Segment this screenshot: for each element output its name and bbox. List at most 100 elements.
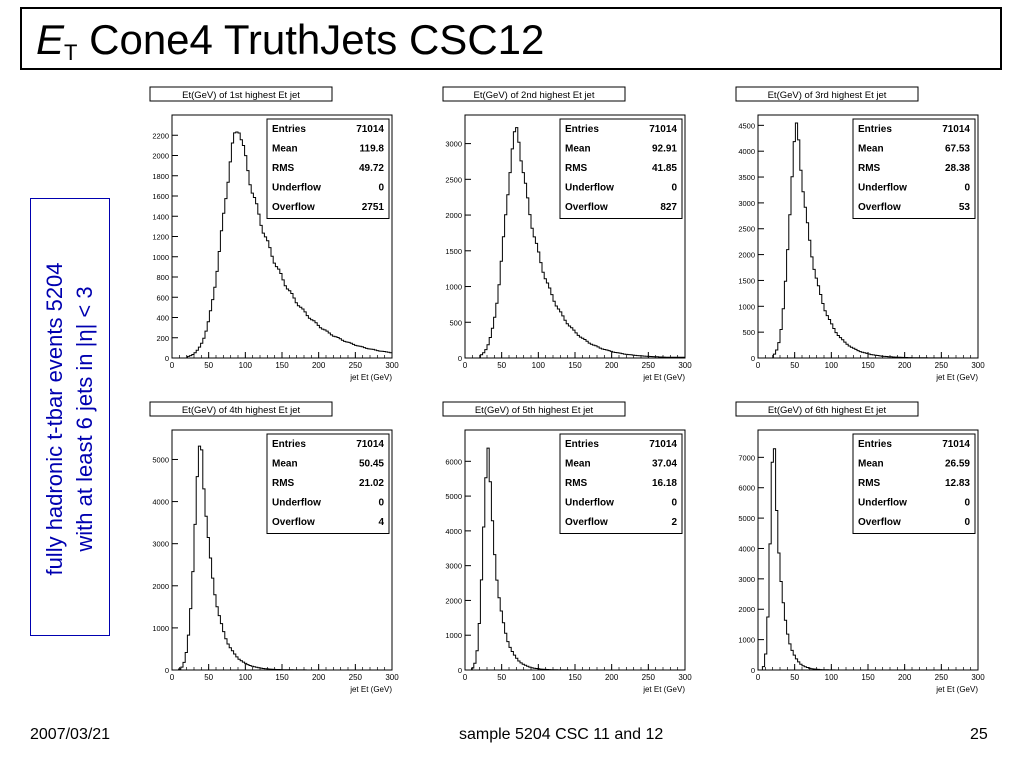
x-tick-label: 200 <box>312 673 326 682</box>
y-tick-label: 0 <box>165 666 169 675</box>
x-tick-label: 100 <box>239 361 253 370</box>
x-tick-label: 100 <box>532 673 546 682</box>
x-tick-label: 300 <box>678 673 692 682</box>
x-tick-label: 200 <box>898 673 912 682</box>
y-tick-label: 3000 <box>738 575 755 584</box>
y-tick-label: 1000 <box>445 631 462 640</box>
histogram-line <box>758 448 978 671</box>
slide-title: ET Cone4 TruthJets CSC12 <box>36 15 544 78</box>
stats-label: Entries <box>272 124 306 135</box>
x-tick-label: 100 <box>532 361 546 370</box>
title-rest: Cone4 TruthJets CSC12 <box>77 16 545 63</box>
y-tick-label: 2000 <box>152 152 169 161</box>
stats-value: 49.72 <box>359 163 384 174</box>
x-tick-label: 150 <box>275 673 289 682</box>
stats-value: 26.59 <box>945 459 970 470</box>
y-tick-label: 3000 <box>738 199 755 208</box>
stats-box <box>266 433 390 534</box>
stats-label: Mean <box>858 144 884 155</box>
x-tick-label: 300 <box>385 361 399 370</box>
y-tick-label: 4000 <box>152 498 169 507</box>
stats-label: Overflow <box>272 202 315 213</box>
y-tick-label: 2000 <box>738 605 755 614</box>
stats-label: Entries <box>272 439 306 450</box>
x-tick-label: 150 <box>861 361 875 370</box>
stats-value: 0 <box>671 183 677 194</box>
x-tick-label: 100 <box>239 673 253 682</box>
x-tick-label: 200 <box>605 361 619 370</box>
x-tick-label: 50 <box>790 673 799 682</box>
x-axis-label: jet Et (GeV) <box>935 373 978 382</box>
stats-value: 71014 <box>356 124 384 135</box>
y-tick-label: 1000 <box>152 253 169 262</box>
panel-title: Et(GeV) of 1st highest Et jet <box>182 90 300 101</box>
stats-label: Underflow <box>565 498 614 509</box>
x-axis-label: jet Et (GeV) <box>349 685 392 694</box>
histogram-panel-2: Et(GeV) of 2nd highest Et jet 0 50 100 150 20… <box>442 86 692 382</box>
stats-label: Mean <box>565 459 591 470</box>
x-tick-label: 300 <box>385 673 399 682</box>
stats-value: 37.04 <box>652 459 677 470</box>
y-tick-label: 0 <box>751 354 755 363</box>
x-tick-label: 0 <box>756 361 761 370</box>
y-tick-label: 1000 <box>738 636 755 645</box>
y-tick-label: 2200 <box>152 131 169 140</box>
y-tick-label: 6000 <box>445 457 462 466</box>
y-tick-label: 5000 <box>445 492 462 501</box>
y-tick-label: 4000 <box>445 527 462 536</box>
histogram-line <box>465 127 685 359</box>
x-tick-label: 250 <box>642 673 656 682</box>
y-tick-label: 2500 <box>445 175 462 184</box>
footer-date: 2007/03/21 <box>30 726 111 743</box>
y-tick-label: 3000 <box>152 540 169 549</box>
x-tick-label: 50 <box>204 673 213 682</box>
x-tick-label: 50 <box>497 673 506 682</box>
stats-value: 53 <box>959 202 971 213</box>
stats-value: 0 <box>378 183 384 194</box>
y-tick-label: 5000 <box>738 514 755 523</box>
footer-sample: sample 5204 CSC 11 and 12 <box>459 726 664 743</box>
y-tick-label: 2000 <box>738 251 755 260</box>
x-tick-label: 150 <box>861 673 875 682</box>
x-tick-label: 250 <box>642 361 656 370</box>
stats-label: Underflow <box>272 498 321 509</box>
stats-value: 0 <box>671 498 677 509</box>
side-caption-box <box>30 198 110 636</box>
stats-value: 67.53 <box>945 144 970 155</box>
stats-value: 92.91 <box>652 144 677 155</box>
x-tick-label: 200 <box>898 361 912 370</box>
panel-title: Et(GeV) of 2nd highest Et jet <box>474 90 595 101</box>
stats-label: RMS <box>858 163 881 174</box>
stats-label: Overflow <box>565 202 608 213</box>
y-tick-label: 1000 <box>738 302 755 311</box>
y-tick-label: 2000 <box>445 596 462 605</box>
y-tick-label: 4500 <box>738 121 755 130</box>
y-tick-label: 0 <box>458 354 462 363</box>
x-axis-label: jet Et (GeV) <box>935 685 978 694</box>
stats-box <box>266 118 390 219</box>
x-axis-label: jet Et (GeV) <box>642 685 685 694</box>
x-tick-label: 150 <box>568 361 582 370</box>
y-tick-label: 7000 <box>738 453 755 462</box>
stats-value: 4 <box>378 517 384 528</box>
stats-value: 119.8 <box>360 144 385 155</box>
stats-box <box>559 118 683 219</box>
x-tick-label: 300 <box>971 361 985 370</box>
stats-value: 71014 <box>942 124 970 135</box>
stats-label: Mean <box>858 459 884 470</box>
y-tick-label: 1000 <box>445 283 462 292</box>
stats-value: 71014 <box>356 439 384 450</box>
stats-label: Underflow <box>858 183 907 194</box>
x-tick-label: 100 <box>825 673 839 682</box>
x-tick-label: 250 <box>349 673 363 682</box>
y-tick-label: 0 <box>751 666 755 675</box>
stats-value: 0 <box>378 498 384 509</box>
footer-page-number: 25 <box>970 726 988 743</box>
y-tick-label: 1500 <box>445 247 462 256</box>
x-tick-label: 50 <box>497 361 506 370</box>
y-tick-label: 3000 <box>445 562 462 571</box>
stats-value: 827 <box>660 202 677 213</box>
histogram-line <box>758 122 978 359</box>
panel-title: Et(GeV) of 4th highest Et jet <box>182 405 301 416</box>
